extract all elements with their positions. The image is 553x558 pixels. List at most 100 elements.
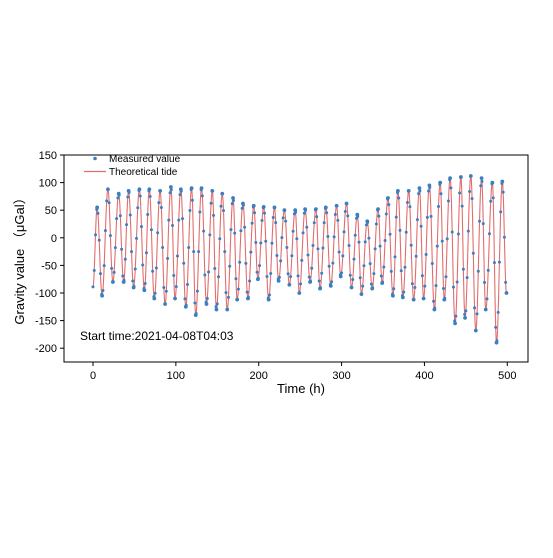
measured-point [235, 297, 240, 302]
measured-point [400, 295, 405, 300]
measured-point [449, 186, 453, 190]
measured-point [316, 247, 320, 251]
measured-point [445, 237, 449, 241]
measured-point [328, 283, 333, 288]
measured-point [432, 307, 437, 312]
measured-point [379, 274, 383, 278]
y-tick-label: -50 [41, 260, 57, 272]
measured-point [121, 274, 125, 278]
measured-point [212, 213, 216, 217]
measured-point [475, 312, 479, 316]
measured-point [299, 282, 303, 286]
measured-point [393, 255, 397, 259]
measured-point [128, 213, 132, 217]
measured-point [421, 296, 426, 301]
measured-point [270, 241, 274, 245]
measured-point [248, 279, 252, 283]
measured-point [440, 239, 444, 243]
measured-point [110, 266, 114, 270]
measured-point [365, 219, 370, 224]
measured-point [287, 282, 292, 287]
measured-point [279, 259, 283, 263]
measured-point [302, 211, 306, 215]
measured-point [198, 210, 202, 214]
measured-point [93, 233, 97, 237]
measured-point [92, 269, 96, 273]
measured-point [116, 191, 121, 196]
measured-point [458, 191, 462, 195]
measured-point [156, 231, 160, 235]
measured-point [101, 288, 105, 292]
measured-point [409, 243, 413, 247]
measured-point [418, 189, 422, 193]
measured-point [368, 262, 372, 266]
measured-point [338, 274, 343, 279]
measured-point [330, 280, 334, 284]
measured-point [218, 237, 222, 241]
measured-point [154, 266, 158, 270]
measured-point [312, 221, 316, 225]
measured-point [249, 250, 253, 254]
measured-point [234, 277, 238, 281]
measured-point [325, 211, 329, 215]
measured-point [361, 284, 365, 288]
x-tick-label: 100 [167, 370, 185, 382]
measured-point [200, 194, 204, 198]
measured-point [476, 269, 480, 273]
measured-point [136, 206, 140, 210]
measured-point [281, 216, 285, 220]
measured-point [267, 293, 271, 297]
measured-point [253, 211, 257, 215]
measured-point [373, 247, 377, 251]
annotation-text: Start time:2021-04-08T04:03 [80, 329, 234, 343]
measured-point [153, 291, 157, 295]
measured-point [118, 214, 122, 218]
measured-point [404, 230, 408, 234]
measured-point [460, 204, 464, 208]
measured-point [98, 272, 102, 276]
measured-point [502, 235, 506, 239]
measured-point [219, 204, 223, 208]
measured-point [492, 261, 496, 265]
measured-point [102, 264, 106, 268]
measured-point [386, 196, 390, 200]
measured-point [315, 215, 319, 219]
measured-point [208, 233, 212, 237]
measured-point [245, 290, 249, 294]
measured-point [347, 244, 351, 248]
measured-point [419, 224, 423, 228]
measured-point [193, 313, 198, 317]
x-tick-label: 300 [332, 370, 350, 382]
measured-point [353, 233, 357, 237]
measured-point [275, 253, 279, 257]
measured-point [483, 280, 486, 284]
measured-point [337, 250, 341, 254]
measured-point [188, 208, 192, 212]
measured-point [244, 261, 248, 265]
measured-point [171, 224, 175, 228]
measured-point [255, 277, 260, 282]
measured-point [326, 234, 330, 238]
measured-point [251, 203, 256, 208]
measured-point [203, 273, 207, 277]
measured-point [126, 188, 131, 193]
measured-point [137, 187, 142, 192]
measured-point [289, 275, 293, 279]
measured-point [490, 180, 495, 185]
measured-point [209, 201, 213, 205]
measured-point [461, 267, 465, 271]
measured-point [478, 219, 482, 223]
measured-point [126, 195, 130, 199]
measured-point [413, 285, 417, 289]
measured-point [260, 219, 264, 222]
measured-point [430, 262, 434, 266]
measured-point [176, 254, 180, 258]
measured-point [223, 250, 227, 254]
measured-value-series [91, 174, 509, 345]
measured-point [110, 280, 115, 284]
measured-point [240, 206, 244, 210]
measured-point [322, 221, 326, 225]
measured-point [152, 296, 157, 301]
measured-point [331, 261, 335, 265]
